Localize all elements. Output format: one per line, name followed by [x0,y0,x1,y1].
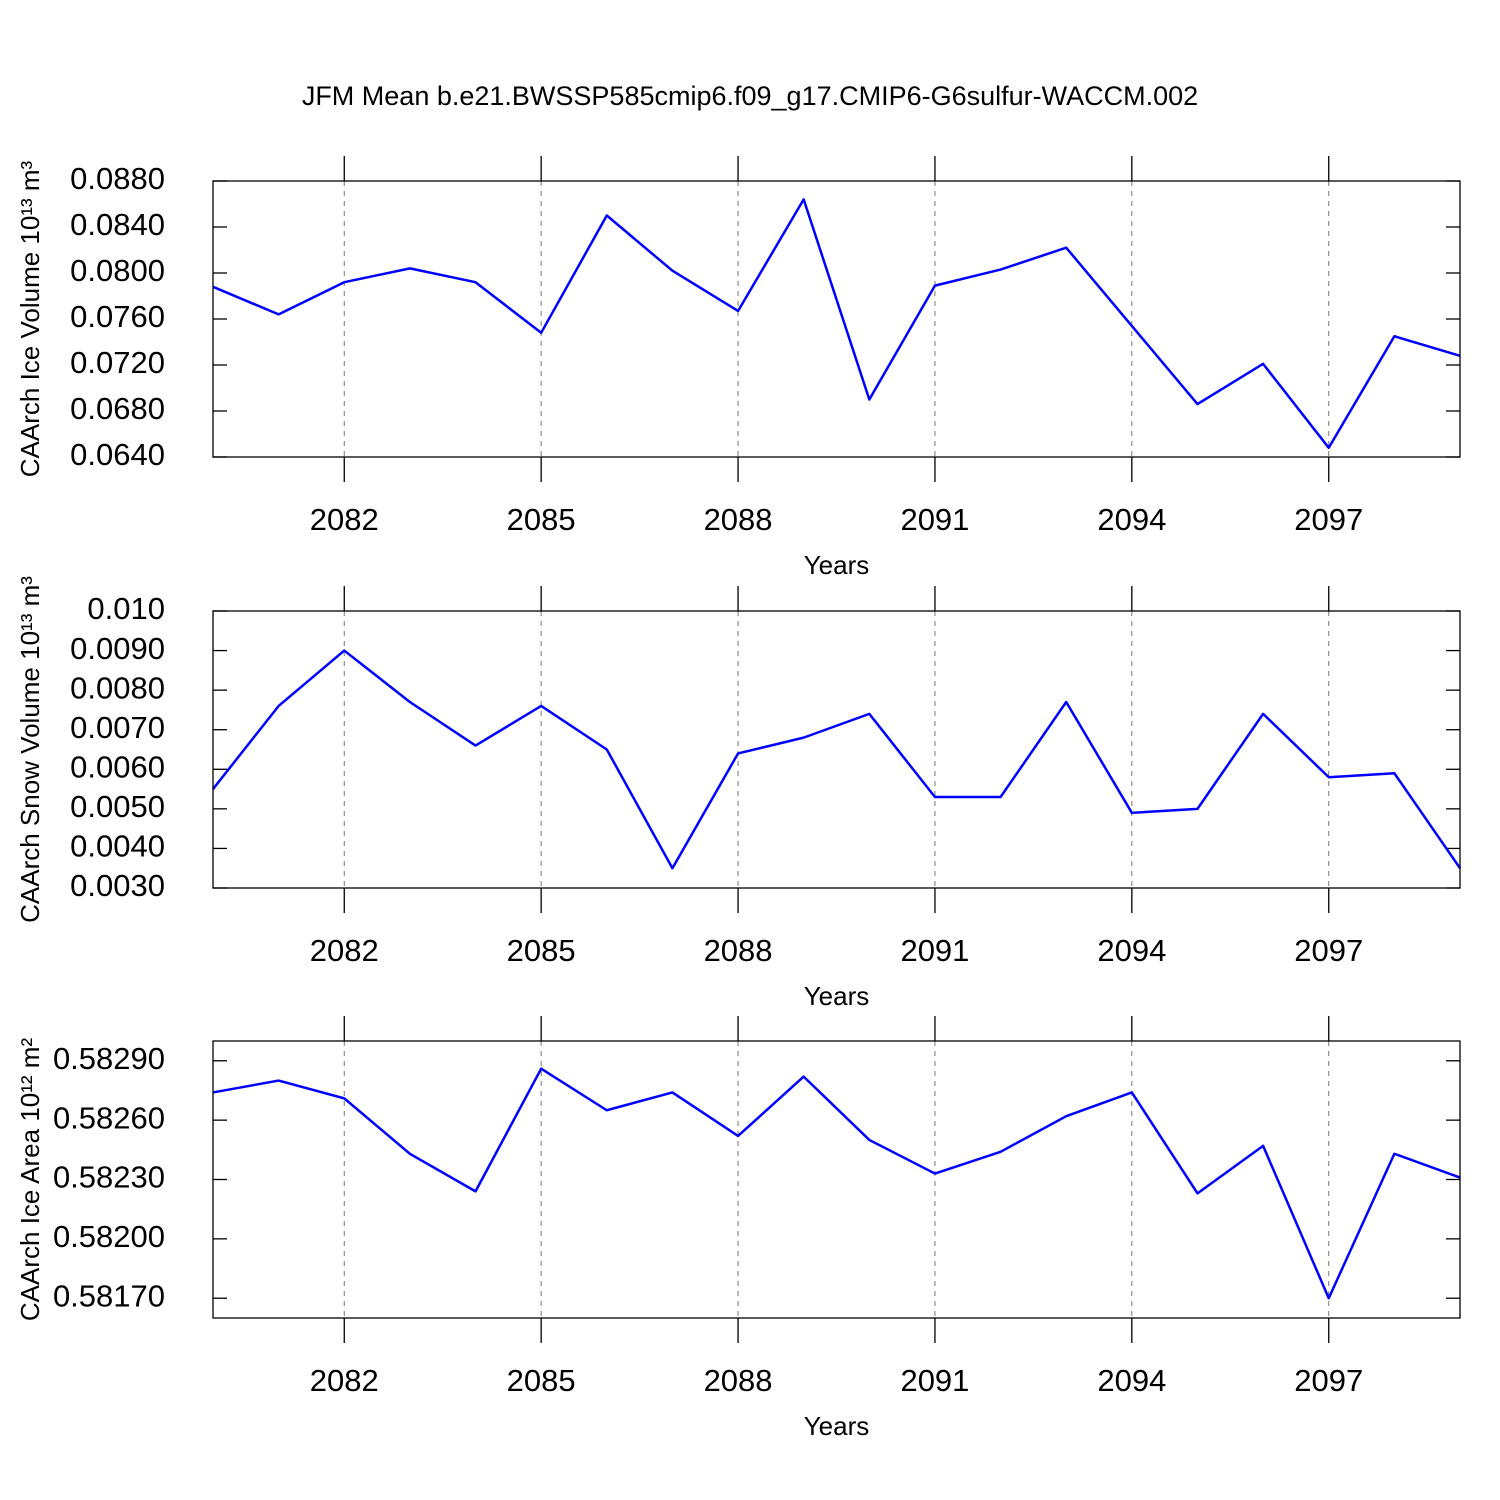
y-tick-label: 0.0080 [70,670,165,705]
y-tick-label: 0.0720 [70,345,165,380]
y-tick-label: 0.0070 [70,710,165,745]
y-tick-label: 0.0640 [70,437,165,472]
data-line [212,649,1462,870]
y-tick-label: 0.0800 [70,253,165,288]
x-tick-label: 2082 [310,1363,379,1398]
y-axis-label: CAArch Ice Volume 10¹³ m³ [15,160,45,477]
data-line [212,198,1461,450]
x-tick-label: 2085 [507,1363,576,1398]
x-tick-label: 2097 [1294,1363,1363,1398]
x-tick-label: 2094 [1097,1363,1166,1398]
y-tick-label: 0.0760 [70,299,165,334]
y-tick-label: 0.0840 [70,207,165,242]
y-tick-label: 0.0680 [70,391,165,426]
y-tick-label: 0.58200 [53,1219,165,1254]
y-axis-label: CAArch Snow Volume 10¹³ m³ [15,576,45,923]
plot-frame [212,1040,1461,1319]
x-tick-label: 2088 [704,502,773,537]
x-axis-label: Years [804,550,870,580]
x-tick-label: 2082 [310,502,379,537]
y-tick-label: 0.0040 [70,829,165,864]
y-tick-label: 0.010 [87,591,165,626]
x-tick-label: 2097 [1294,933,1363,968]
y-tick-label: 0.58260 [53,1100,165,1135]
plot-frame [212,610,1461,889]
x-tick-label: 2094 [1097,502,1166,537]
y-tick-label: 0.0050 [70,789,165,824]
x-axis-label: Years [804,1411,870,1441]
x-tick-label: 2091 [900,933,969,968]
data-line [212,1067,1461,1300]
x-tick-label: 2082 [310,933,379,968]
x-tick-label: 2085 [507,933,576,968]
x-tick-label: 2088 [704,933,773,968]
x-tick-label: 2085 [507,502,576,537]
y-tick-label: 0.58170 [53,1278,165,1313]
x-tick-label: 2094 [1097,933,1166,968]
x-tick-label: 2097 [1294,502,1363,537]
plot-frame [212,180,1461,458]
y-tick-label: 0.0880 [70,161,165,196]
y-tick-label: 0.58230 [53,1160,165,1195]
y-tick-label: 0.0090 [70,631,165,666]
x-tick-label: 2091 [900,502,969,537]
y-axis-label: CAArch Ice Area 10¹² m² [15,1038,45,1322]
y-tick-label: 0.58290 [53,1041,165,1076]
y-tick-label: 0.0060 [70,749,165,784]
x-tick-label: 2088 [704,1363,773,1398]
y-tick-label: 0.0030 [70,868,165,903]
chart-title: JFM Mean b.e21.BWSSP585cmip6.f09_g17.CMI… [302,81,1198,111]
x-axis-label: Years [804,981,870,1011]
x-tick-label: 2091 [900,1363,969,1398]
